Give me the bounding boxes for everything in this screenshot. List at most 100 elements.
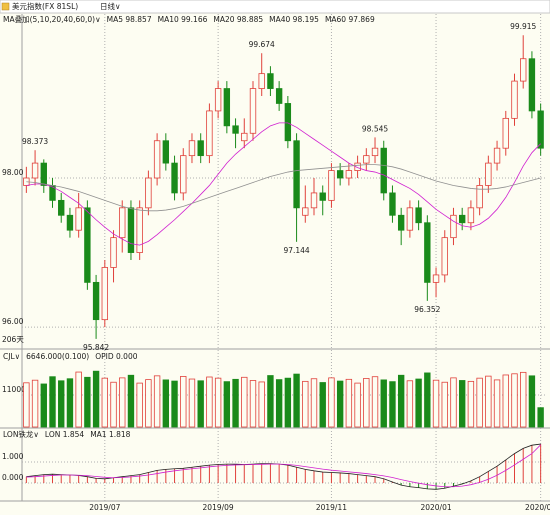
- legend-item: MA5 98.857: [107, 15, 152, 24]
- volume-bar: [171, 380, 178, 428]
- y-tick-label: 98.00: [2, 168, 24, 177]
- moving-average-line: [26, 164, 541, 212]
- instrument-title: 美元指数(FX 81SL): [12, 1, 78, 11]
- candle-body: [223, 88, 231, 127]
- legend-item: MA20 98.885: [213, 15, 263, 24]
- candle-body: [92, 281, 100, 321]
- volume-bar: [336, 380, 344, 428]
- volume-bar: [119, 377, 126, 428]
- volume-bar: [511, 373, 518, 428]
- candle-body: [441, 237, 448, 276]
- candle-body: [345, 170, 353, 179]
- candle-body: [389, 192, 396, 216]
- volume-bar: [162, 379, 170, 428]
- y-tick-label: 1.000: [2, 452, 24, 461]
- candle-body: [284, 103, 292, 142]
- x-tick-label: 2020/01: [420, 503, 451, 512]
- low-label: 96.352: [414, 305, 440, 314]
- volume-bar: [371, 376, 379, 428]
- low-label: 97.144: [283, 246, 309, 255]
- y-tick-label: 0.000: [2, 473, 24, 482]
- legend-item: MA10 99.166: [158, 15, 208, 24]
- low-label: 95.842: [83, 343, 109, 352]
- candle-body: [84, 207, 91, 283]
- volume-bar: [241, 376, 248, 428]
- volume-bar: [415, 378, 422, 428]
- candle-body: [293, 140, 300, 209]
- candle-body: [171, 162, 178, 194]
- volume-bar: [101, 377, 108, 428]
- volume-bar: [214, 377, 222, 428]
- candle-body: [537, 110, 544, 149]
- candle-body: [310, 192, 318, 209]
- volume-bar: [459, 380, 466, 428]
- candle-body: [336, 170, 344, 179]
- volume-bar: [23, 382, 30, 428]
- candle-body: [188, 140, 196, 157]
- candle-body: [432, 274, 440, 283]
- volume-bar: [520, 371, 527, 428]
- volume-bar: [232, 378, 239, 428]
- volume-bar: [136, 382, 143, 428]
- high-label: 99.915: [510, 22, 536, 31]
- legend-item: MA叠加(5,10,20,40,60,0)∨: [3, 14, 101, 24]
- lon-ma-line: [26, 444, 541, 488]
- volume-bar: [345, 378, 353, 428]
- volume-bar: [75, 371, 82, 428]
- candle-body: [249, 88, 257, 134]
- candle-body: [528, 58, 536, 112]
- legend-item: OPID 0.000: [95, 352, 137, 361]
- volume-bar: [319, 382, 326, 428]
- period-selector[interactable]: 日线∨: [100, 1, 121, 11]
- candle-body: [40, 162, 47, 186]
- volume-bar: [397, 374, 405, 428]
- candle-body: [180, 155, 187, 194]
- volume-bar: [293, 373, 300, 428]
- volume-bar: [58, 380, 65, 428]
- volume-bar: [145, 379, 152, 428]
- candle-body: [232, 125, 239, 134]
- candle-body: [75, 207, 82, 231]
- volume-bar: [310, 378, 318, 428]
- candle-body: [363, 155, 370, 164]
- volume-bar: [424, 372, 431, 428]
- volume-bar: [389, 381, 396, 428]
- candle-body: [493, 147, 501, 164]
- candle-body: [459, 214, 466, 224]
- volume-bar: [110, 381, 117, 428]
- candle-body: [424, 222, 431, 283]
- candle-body: [485, 162, 492, 186]
- y-tick-label: 96.00: [2, 317, 24, 326]
- volume-bar: [450, 377, 457, 428]
- volume-bar: [180, 376, 187, 428]
- candle-body: [520, 58, 527, 82]
- high-label: 98.545: [362, 124, 388, 133]
- volume-bar: [40, 383, 47, 428]
- candle-body: [214, 88, 222, 112]
- volume-bar: [528, 375, 536, 428]
- candle-body: [476, 185, 483, 209]
- candle-body: [502, 117, 509, 149]
- candle-body: [511, 80, 518, 119]
- volume-bar: [537, 407, 544, 428]
- candle-body: [371, 147, 379, 157]
- candle-body: [328, 170, 335, 201]
- volume-bar: [66, 378, 74, 428]
- volume-bar: [275, 379, 283, 428]
- legend-item: MA60 97.869: [325, 15, 375, 24]
- volume-bar: [406, 380, 414, 428]
- candle-body: [319, 192, 326, 201]
- candle-body: [397, 214, 405, 231]
- volume-bar: [502, 374, 509, 428]
- candle-body: [450, 214, 457, 239]
- volume-bar: [188, 378, 196, 428]
- volume-bar: [485, 375, 492, 428]
- volume-bar: [328, 377, 335, 428]
- candle-body: [267, 73, 274, 89]
- x-tick-label: 2019/11: [316, 503, 347, 512]
- volume-bar: [249, 380, 257, 428]
- candle-body: [127, 207, 135, 253]
- candle-body: [354, 162, 361, 171]
- legend-item: LON 1.854: [45, 430, 85, 439]
